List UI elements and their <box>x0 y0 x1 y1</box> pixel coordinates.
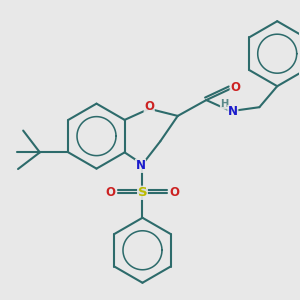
Text: N: N <box>228 106 238 118</box>
Text: H: H <box>220 99 229 109</box>
Text: O: O <box>144 100 154 113</box>
Text: S: S <box>138 186 147 199</box>
Text: O: O <box>106 185 116 199</box>
Text: O: O <box>169 185 179 199</box>
Text: N: N <box>136 159 146 172</box>
Text: O: O <box>230 81 240 94</box>
